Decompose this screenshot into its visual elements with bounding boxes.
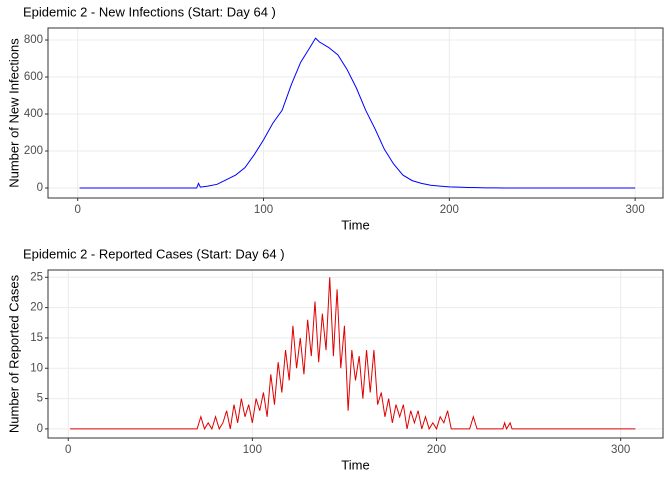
y-tick-label: 5: [37, 393, 43, 405]
x-tick-label: 300: [626, 204, 645, 216]
plot-border: [47, 27, 664, 199]
y-tick-label: 600: [24, 71, 43, 83]
x-tick-label: 0: [75, 204, 81, 216]
x-tick-label: 100: [254, 204, 273, 216]
chart-title: Epidemic 2 - Reported Cases (Start: Day …: [23, 246, 285, 261]
y-tick-label: 400: [24, 108, 43, 120]
chart-title: Epidemic 2 - New Infections (Start: Day …: [23, 4, 276, 19]
y-tick-label: 10: [30, 362, 43, 374]
x-axis-title: Time: [341, 457, 369, 472]
x-tick-label: 100: [243, 444, 262, 456]
y-tick-label: 25: [30, 271, 43, 283]
y-tick-label: 15: [30, 332, 43, 344]
data-line: [79, 37, 636, 189]
x-tick-label: 200: [440, 204, 459, 216]
x-tick-label: 300: [611, 444, 630, 456]
y-tick-label: 800: [24, 34, 43, 46]
x-tick-label: 0: [65, 444, 71, 456]
data-line: [70, 277, 636, 431]
x-tick-label: 200: [427, 444, 446, 456]
x-axis-title: Time: [341, 217, 369, 232]
y-tick-label: 200: [24, 145, 43, 157]
y-axis-title: Number of Reported Cases: [6, 274, 21, 433]
plot-border: [47, 269, 664, 439]
y-tick-label: 0: [37, 182, 43, 194]
y-tick-label: 0: [37, 423, 43, 435]
y-tick-label: 20: [30, 302, 43, 314]
y-axis-title: Number of New Infections: [6, 38, 21, 188]
